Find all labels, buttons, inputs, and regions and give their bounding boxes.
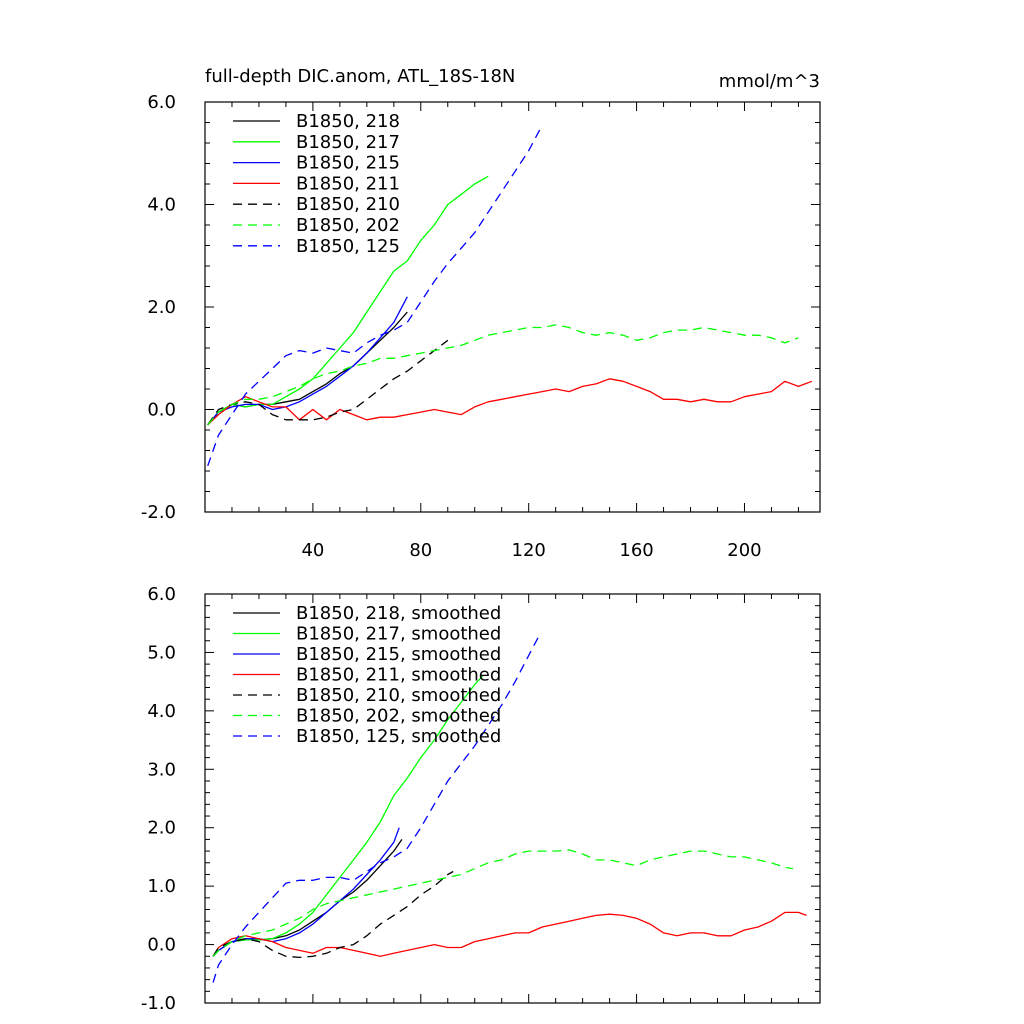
legend-label: B1850, 211, smoothed (296, 665, 501, 686)
plot-frame (204, 593, 821, 1004)
series-line (212, 849, 794, 957)
series-line (207, 296, 408, 426)
series-line (212, 839, 403, 957)
series-line (212, 911, 807, 957)
y-tick-label: -2.0 (141, 502, 176, 523)
legend-label: B1850, 217, smoothed (296, 624, 501, 645)
y-tick-label: 4.0 (147, 701, 176, 722)
y-tick-label: 2.0 (147, 818, 176, 839)
y-tick-label: 5.0 (147, 642, 176, 663)
series-line (207, 311, 408, 426)
y-tick-label: 6.0 (147, 584, 176, 605)
bottom-panel: -1.0 0.0 1.0 2.0 3.0 4.0 5.0 6.0 B1850, 218, smo… (141, 584, 821, 1014)
x-tick-label: 160 (619, 540, 653, 561)
y-tick-label: -1.0 (141, 993, 176, 1014)
series-line (207, 339, 449, 426)
legend-label: B1850, 217 (296, 132, 400, 153)
series-line (207, 324, 799, 426)
legend-label: B1850, 202 (296, 215, 400, 236)
legend-label: B1850, 218 (296, 111, 400, 132)
legend-label: B1850, 125 (296, 236, 400, 257)
series-line (212, 870, 454, 959)
series-line (207, 378, 813, 426)
y-tick-label: 6.0 (147, 92, 176, 113)
chart-title: full-depth DIC.anom, ATL_18S-18N (205, 66, 515, 87)
legend-label: B1850, 211 (296, 173, 400, 194)
y-tick-label: 0.0 (147, 400, 176, 421)
legend-label: B1850, 218, smoothed (296, 603, 501, 624)
legend-label: B1850, 202, smoothed (296, 706, 501, 727)
legend-label: B1850, 125, smoothed (296, 726, 501, 747)
x-tick-label: 200 (727, 540, 761, 561)
series-line (207, 124, 543, 467)
x-tick-label: 80 (409, 540, 432, 561)
y-tick-label: 1.0 (147, 876, 176, 897)
legend-label: B1850, 210 (296, 194, 400, 215)
series-line (207, 175, 489, 426)
y-tick-label: 4.0 (147, 195, 176, 216)
y-tick-label: 3.0 (147, 759, 176, 780)
x-tick-label: 40 (301, 540, 324, 561)
legend-label: B1850, 215 (296, 153, 400, 174)
x-tick-label: 120 (512, 540, 546, 561)
series-line (212, 634, 541, 983)
legend-label: B1850, 210, smoothed (296, 685, 501, 706)
units-label: mmol/m^3 (719, 71, 820, 92)
y-tick-label: 0.0 (147, 935, 176, 956)
y-tick-label: 2.0 (147, 297, 176, 318)
legend-label: B1850, 215, smoothed (296, 644, 501, 665)
